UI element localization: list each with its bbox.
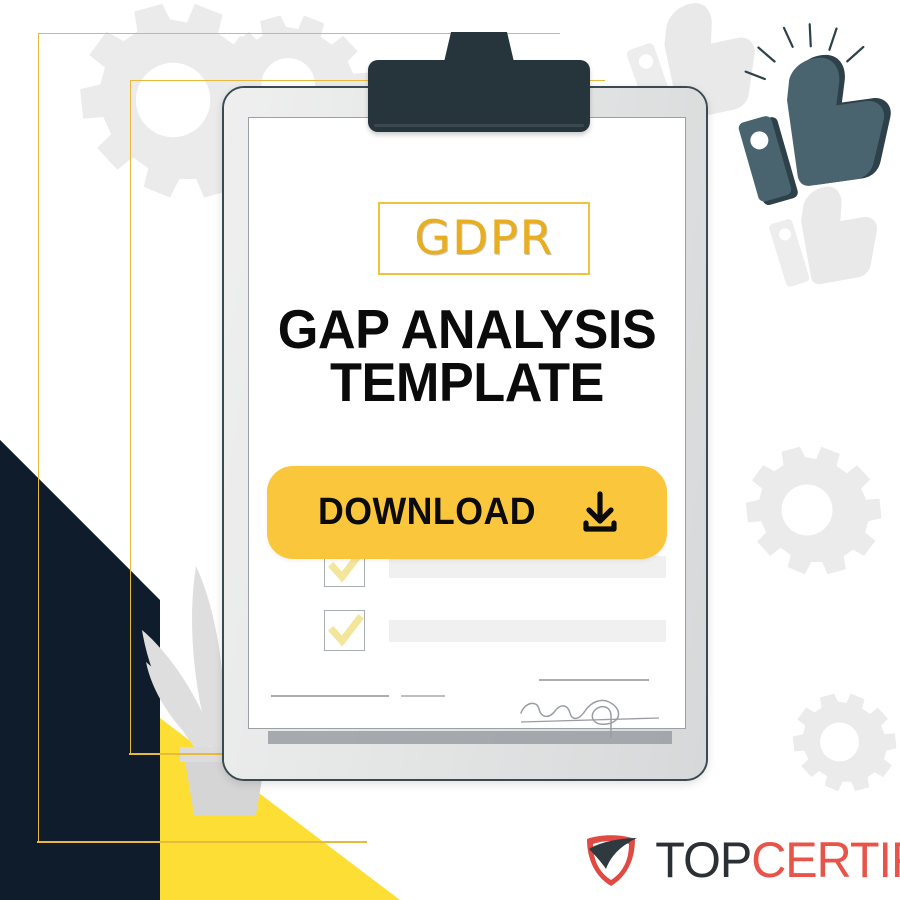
check-icon [328, 614, 364, 647]
page-title-line-1: GAP ANALYSIS [277, 298, 657, 360]
thumb-cuff-button [750, 131, 769, 150]
gdpr-badge-label: GDPR [414, 211, 554, 266]
gold-frame-outer [37, 33, 560, 843]
placeholder-bar-2 [389, 619, 666, 642]
signature-underline [520, 717, 660, 723]
signature-squiggle [520, 699, 620, 738]
plant-leaf-left-2 [146, 662, 202, 744]
paper-sheet: GDPR GAP ANALYSIS TEMPLATE [248, 117, 686, 738]
clipboard: GDPR GAP ANALYSIS TEMPLATE [222, 60, 708, 781]
download-button[interactable]: DOWNLOAD [267, 466, 667, 559]
gdpr-badge: GDPR [378, 202, 590, 275]
paper-shadow [268, 731, 672, 744]
download-button-label: DOWNLOAD [317, 491, 537, 533]
brand-logo[interactable]: TOPCERTIFIER [582, 831, 900, 889]
page-title: GAP ANALYSIS TEMPLATE [260, 302, 674, 414]
sparkle-rays [744, 23, 865, 81]
checkbox-2[interactable] [324, 610, 365, 651]
shield-check-icon [587, 835, 637, 886]
clipboard-clip [368, 60, 590, 132]
gear-icon-right-mid [745, 446, 882, 575]
logo-wordmark: TOPCERTIFIER [655, 835, 900, 885]
gear-icon-bottom-right [792, 693, 897, 792]
thumbs-up-icon-ghost-lower [769, 186, 878, 287]
logo-text-certifier: CERTIFIER [751, 832, 900, 888]
signature-block [271, 679, 660, 738]
checklist-item[interactable] [324, 610, 666, 651]
page-title-line-2: TEMPLATE [330, 351, 604, 414]
logo-text-top: TOP [655, 832, 752, 888]
paper-content: GDPR GAP ANALYSIS TEMPLATE [249, 118, 685, 738]
check-icon [328, 550, 364, 583]
placeholder-bar-1 [389, 555, 666, 578]
thumbs-up-icon-primary [738, 23, 891, 205]
download-arrow-icon [583, 490, 617, 532]
thumb-hand [787, 57, 885, 186]
band-navy-overlay [0, 440, 140, 900]
